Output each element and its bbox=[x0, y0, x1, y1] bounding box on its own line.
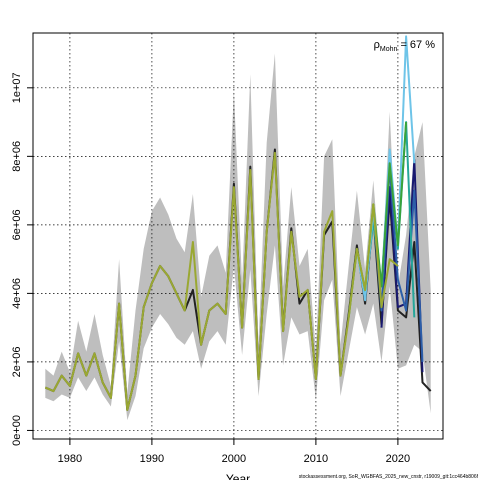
x-tick-label-0: 1980 bbox=[58, 453, 82, 465]
series-line-6 bbox=[44, 151, 399, 411]
y-tick-label-1: 2e+06 bbox=[11, 346, 23, 377]
confidence-band-layer bbox=[45, 53, 431, 421]
plot-frame bbox=[32, 32, 444, 440]
rho-symbol: ρ bbox=[374, 39, 380, 51]
x-tick-label-2: 2000 bbox=[222, 453, 246, 465]
axis-layer: 1980 1990 2000 2010 2020 0e+00 2e+06 4e+06 6e+06… bbox=[11, 72, 410, 465]
y-tick-label-4: 8e+06 bbox=[11, 141, 23, 172]
rho-subscript: Mohn bbox=[380, 46, 398, 53]
y-tick-label-5: 1e+07 bbox=[11, 72, 23, 103]
rho-value: = 67 % bbox=[397, 39, 435, 51]
mohn-rho-annotation: ρMohn = 67 % bbox=[374, 39, 436, 53]
y-tick-label-0: 0e+00 bbox=[11, 415, 23, 446]
x-axis-title: Year bbox=[226, 472, 250, 480]
y-tick-label-2: 4e+06 bbox=[11, 278, 23, 309]
series-layer bbox=[44, 35, 432, 411]
series-line-1 bbox=[380, 158, 424, 373]
series-line-2 bbox=[372, 165, 424, 362]
x-tick-label-1: 1990 bbox=[140, 453, 164, 465]
x-tick-label-3: 2010 bbox=[304, 453, 328, 465]
y-tick-label-3: 6e+06 bbox=[11, 209, 23, 240]
x-tick-label-4: 2020 bbox=[386, 453, 410, 465]
grid-layer bbox=[33, 33, 443, 439]
footer-note: stockassessment.org, SoR_WGBFAS_2025_new… bbox=[299, 474, 479, 480]
confidence-band bbox=[45, 53, 431, 421]
